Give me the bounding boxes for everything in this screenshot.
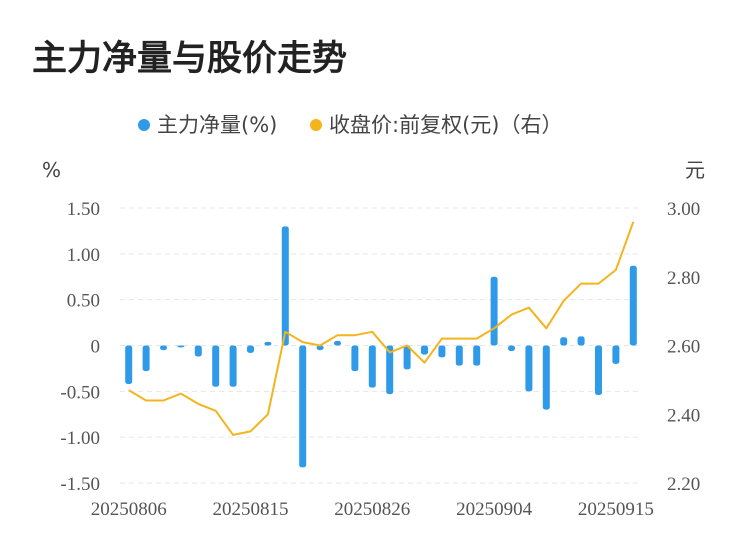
line-point — [579, 282, 583, 286]
legend-bar-marker — [138, 119, 150, 131]
line-point — [527, 306, 531, 310]
line-point — [318, 344, 322, 348]
left-axis-unit: % — [42, 158, 61, 182]
x-tick-label: 20250806 — [91, 499, 167, 520]
line-point — [179, 392, 183, 396]
bar[interactable] — [595, 345, 602, 396]
legend-line-label[interactable]: 收盘价:前复权(元)（右） — [329, 113, 562, 137]
line-point — [266, 412, 270, 416]
right-axis-unit: 元 — [685, 158, 705, 182]
bar[interactable] — [247, 345, 254, 353]
bar[interactable] — [316, 345, 324, 351]
bar[interactable] — [508, 345, 515, 352]
line-point — [127, 388, 131, 392]
legend-bar-label[interactable]: 主力净量(%) — [157, 113, 277, 137]
x-tick-label: 20250904 — [456, 499, 533, 520]
line-point — [231, 433, 235, 437]
line-point — [614, 268, 618, 272]
line-point — [457, 337, 461, 341]
bar[interactable] — [438, 345, 446, 358]
right-tick-label: 2.40 — [667, 405, 700, 426]
line-point — [144, 399, 148, 403]
bar[interactable] — [177, 345, 185, 348]
bar[interactable] — [629, 265, 637, 346]
left-tick-label: 1.50 — [67, 199, 100, 220]
line-point — [370, 330, 374, 334]
line-point — [301, 340, 305, 344]
bar[interactable] — [525, 345, 533, 392]
bar[interactable] — [212, 345, 220, 387]
bar[interactable] — [612, 345, 620, 364]
x-tick-label: 20250826 — [334, 499, 410, 520]
left-tick-label: 0 — [91, 337, 101, 358]
x-tick-label: 20250915 — [578, 499, 654, 520]
bar[interactable] — [351, 345, 359, 372]
bar[interactable] — [334, 340, 341, 346]
bar[interactable] — [281, 226, 289, 346]
bar[interactable] — [560, 337, 568, 346]
line-point — [492, 326, 496, 330]
line-point — [423, 361, 427, 365]
left-tick-label: -1.50 — [60, 474, 100, 495]
left-tick-label: -0.50 — [60, 382, 100, 403]
left-tick-label: -1.00 — [60, 428, 100, 449]
line-point — [510, 313, 514, 317]
line-point — [388, 350, 392, 354]
line-point — [353, 333, 357, 337]
bar[interactable] — [299, 345, 307, 468]
price-line[interactable] — [128, 221, 635, 436]
line-point — [249, 429, 253, 433]
right-axis: 3.00 2.80 2.60 2.40 2.20 — [667, 199, 700, 495]
bar[interactable] — [490, 276, 498, 346]
bar[interactable] — [455, 345, 463, 366]
x-tick-label: 20250815 — [213, 499, 289, 520]
legend-line-marker — [310, 119, 322, 131]
bar[interactable] — [264, 341, 272, 346]
right-tick-label: 2.80 — [667, 268, 700, 289]
line-point — [162, 399, 166, 403]
bar[interactable] — [403, 345, 411, 370]
bar[interactable] — [125, 345, 133, 385]
bar[interactable] — [229, 345, 237, 387]
line-point — [475, 337, 479, 341]
line-point — [336, 333, 340, 337]
x-axis: 20250806 20250815 20250826 20250904 20250915 — [91, 499, 654, 520]
bar[interactable] — [577, 336, 585, 346]
bar-series — [125, 226, 637, 468]
bar[interactable] — [368, 345, 376, 388]
bar[interactable] — [194, 345, 202, 357]
line-point — [440, 337, 444, 341]
bar[interactable] — [421, 345, 428, 355]
bar[interactable] — [142, 345, 150, 372]
left-tick-label: 1.00 — [67, 245, 100, 266]
bar[interactable] — [160, 345, 167, 351]
bar[interactable] — [386, 345, 394, 395]
bar[interactable] — [542, 345, 550, 410]
line-point — [562, 299, 566, 303]
line-point — [283, 330, 287, 334]
chart-title: 主力净量与股价走势 — [32, 39, 348, 79]
line-point — [631, 220, 635, 224]
line-point — [196, 402, 200, 406]
line-point — [214, 409, 218, 413]
left-tick-label: 0.50 — [67, 291, 100, 312]
right-tick-label: 2.60 — [667, 337, 700, 358]
right-tick-label: 3.00 — [667, 199, 700, 220]
line-series — [127, 220, 635, 437]
legend: 主力净量(%) 收盘价:前复权(元)（右） — [138, 113, 562, 137]
line-point — [597, 282, 601, 286]
grid-lines — [120, 207, 642, 484]
right-tick-label: 2.20 — [667, 474, 700, 495]
bar[interactable] — [473, 345, 481, 366]
line-point — [544, 326, 548, 330]
left-axis: 1.50 1.00 0.50 0 -0.50 -1.00 -1.50 — [60, 199, 100, 495]
line-point — [405, 344, 409, 348]
